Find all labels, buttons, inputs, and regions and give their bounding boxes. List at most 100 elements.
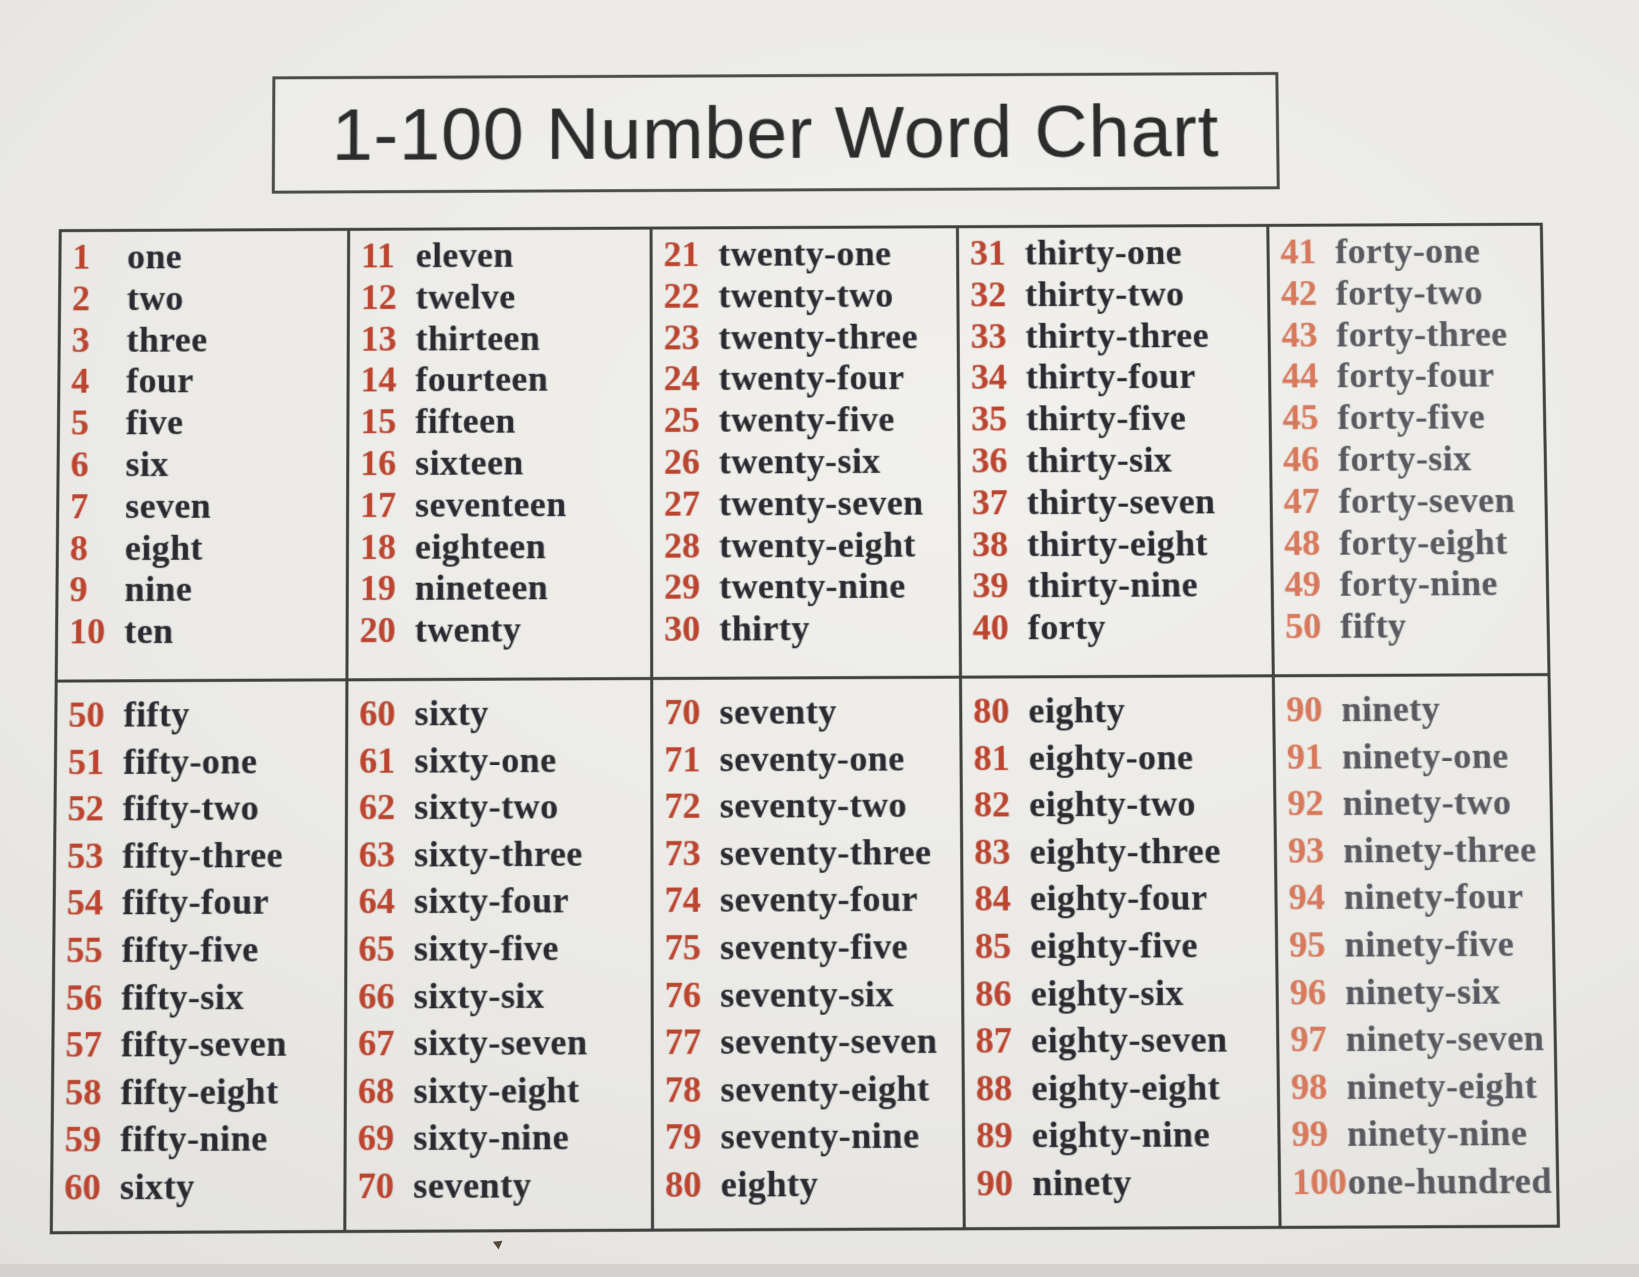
number-word-entry: 27 twenty-seven (664, 482, 954, 525)
entry-word: fourteen (415, 359, 549, 400)
entry-number: 28 (663, 525, 701, 566)
entry-number: 51 (67, 741, 105, 782)
entry-number: 38 (971, 523, 1009, 564)
entry-number: 58 (64, 1071, 102, 1113)
chart-cell: 1 one 2 two 3 three 4 four 5 five 6 six 7 seven 8 eight… (56, 229, 349, 682)
entry-number: 13 (360, 318, 397, 359)
number-word-entry: 3 three (72, 319, 343, 362)
entry-word: thirty-four (1025, 356, 1196, 397)
entry-number: 18 (359, 526, 397, 567)
number-word-entry: 10 ten (69, 610, 342, 653)
number-word-entry: 56 fifty-six (66, 973, 340, 1022)
number-word-entry: 93 ninety-three (1288, 826, 1547, 874)
entry-word: sixty (414, 692, 489, 734)
entry-word: fifty-four (121, 881, 270, 923)
entry-word: thirty-one (1024, 232, 1183, 273)
entry-number: 25 (663, 400, 700, 441)
entry-word: sixty-four (413, 880, 569, 922)
entry-number: 63 (358, 833, 396, 875)
number-word-entry: 14 fourteen (360, 359, 645, 402)
entry-number: 73 (664, 832, 701, 874)
number-word-entry: 95 ninety-five (1289, 920, 1548, 968)
chart-cell: 60 sixty 61 sixty-one 62 sixty-two 63 sixty-thr… (344, 678, 653, 1232)
entry-word: ninety-four (1343, 876, 1524, 918)
entry-number: 35 (971, 398, 1008, 439)
number-word-entry: 67 sixty-seven (358, 1019, 647, 1068)
number-word-entry: 6 six (70, 443, 342, 486)
entry-number: 86 (975, 972, 1012, 1014)
number-word-entry: 75 seventy-five (665, 923, 957, 972)
number-word-entry: 25 twenty-five (664, 399, 954, 442)
entry-word: thirty-six (1026, 439, 1173, 481)
entry-number: 46 (1282, 439, 1320, 480)
number-word-entry: 28 twenty-eight (664, 524, 954, 567)
number-word-entry: 51 fifty-one (68, 737, 341, 785)
entry-word: sixty-six (413, 974, 545, 1017)
entry-word: twenty-nine (719, 565, 906, 607)
entry-word: forty-two (1335, 272, 1484, 313)
entry-number: 9 (69, 569, 88, 610)
entry-number: 83 (974, 831, 1011, 872)
number-word-entry: 2 two (72, 277, 343, 320)
number-word-entry: 19 nineteen (360, 567, 646, 610)
number-word-entry: 63 sixty-three (359, 830, 647, 878)
entry-number: 8 (69, 527, 89, 568)
entry-number: 45 (1282, 397, 1319, 438)
entry-word: seven (125, 485, 212, 526)
entry-number: 17 (360, 484, 397, 525)
number-word-entry: 37 thirty-seven (972, 481, 1266, 524)
number-word-entry: 58 fifty-eight (65, 1067, 340, 1116)
entry-number: 59 (64, 1118, 102, 1160)
number-word-entry: 41 forty-one (1280, 231, 1536, 273)
entry-number: 47 (1283, 480, 1320, 521)
number-word-entry: 82 eighty-two (974, 780, 1270, 828)
entry-word: eighty-seven (1030, 1019, 1228, 1061)
entry-number: 54 (66, 882, 104, 924)
number-word-entry: 29 twenty-nine (664, 566, 954, 609)
entry-word: sixty (119, 1166, 195, 1208)
number-word-entry: 34 thirty-four (971, 356, 1265, 399)
entry-number: 67 (358, 1022, 395, 1064)
entry-number: 27 (663, 483, 700, 524)
entry-word: fifty-eight (120, 1070, 279, 1113)
number-word-entry: 86 eighty-six (975, 969, 1272, 1018)
number-word-entry: 31 thirty-one (970, 232, 1263, 275)
number-word-entry: 21 twenty-one (664, 233, 953, 276)
entry-word: seventy-five (720, 926, 909, 968)
entry-word: twelve (415, 276, 516, 317)
number-word-entry: 83 eighty-three (974, 827, 1270, 875)
entry-word: forty-four (1336, 355, 1495, 396)
entry-word: fifty-two (122, 787, 260, 829)
number-word-entry: 100 one-hundred (1292, 1157, 1552, 1206)
number-word-entry: 61 sixty-one (359, 736, 646, 784)
entry-number: 15 (360, 401, 397, 442)
entry-word: five (125, 402, 184, 443)
entry-word: sixty-five (413, 927, 559, 969)
entry-word: six (125, 444, 169, 485)
entry-number: 12 (360, 276, 397, 317)
entry-word: eighty (1028, 689, 1126, 731)
entry-number: 64 (358, 881, 395, 922)
entry-number: 66 (358, 975, 395, 1017)
entry-word: three (126, 319, 208, 360)
entry-word: fifty-nine (120, 1118, 268, 1160)
entry-number: 32 (970, 274, 1007, 315)
number-word-entry: 50 fifty (68, 690, 341, 738)
entry-number: 3 (71, 319, 90, 360)
entry-word: ninety-one (1341, 735, 1510, 777)
number-word-entry: 12 twelve (361, 276, 646, 319)
number-word-entry: 24 twenty-four (664, 357, 953, 400)
number-word-entry: 32 thirty-two (970, 273, 1263, 316)
number-word-entry: 98 ninety-eight (1291, 1062, 1551, 1111)
entry-number: 97 (1290, 1018, 1327, 1060)
entry-word: fifteen (415, 400, 516, 442)
chart-cell: 50 fifty 51 fifty-one 52 fifty-two 53 fifty-thr… (51, 679, 347, 1233)
entry-number: 100 (1291, 1161, 1348, 1203)
number-word-entry: 97 ninety-seven (1290, 1015, 1550, 1064)
entry-word: ninety (1341, 688, 1441, 730)
number-word-entry: 16 sixteen (360, 442, 646, 485)
entry-number: 81 (973, 737, 1010, 778)
entry-number: 48 (1283, 522, 1321, 563)
number-word-entry: 62 sixty-two (359, 783, 646, 831)
entry-number: 52 (67, 788, 104, 829)
